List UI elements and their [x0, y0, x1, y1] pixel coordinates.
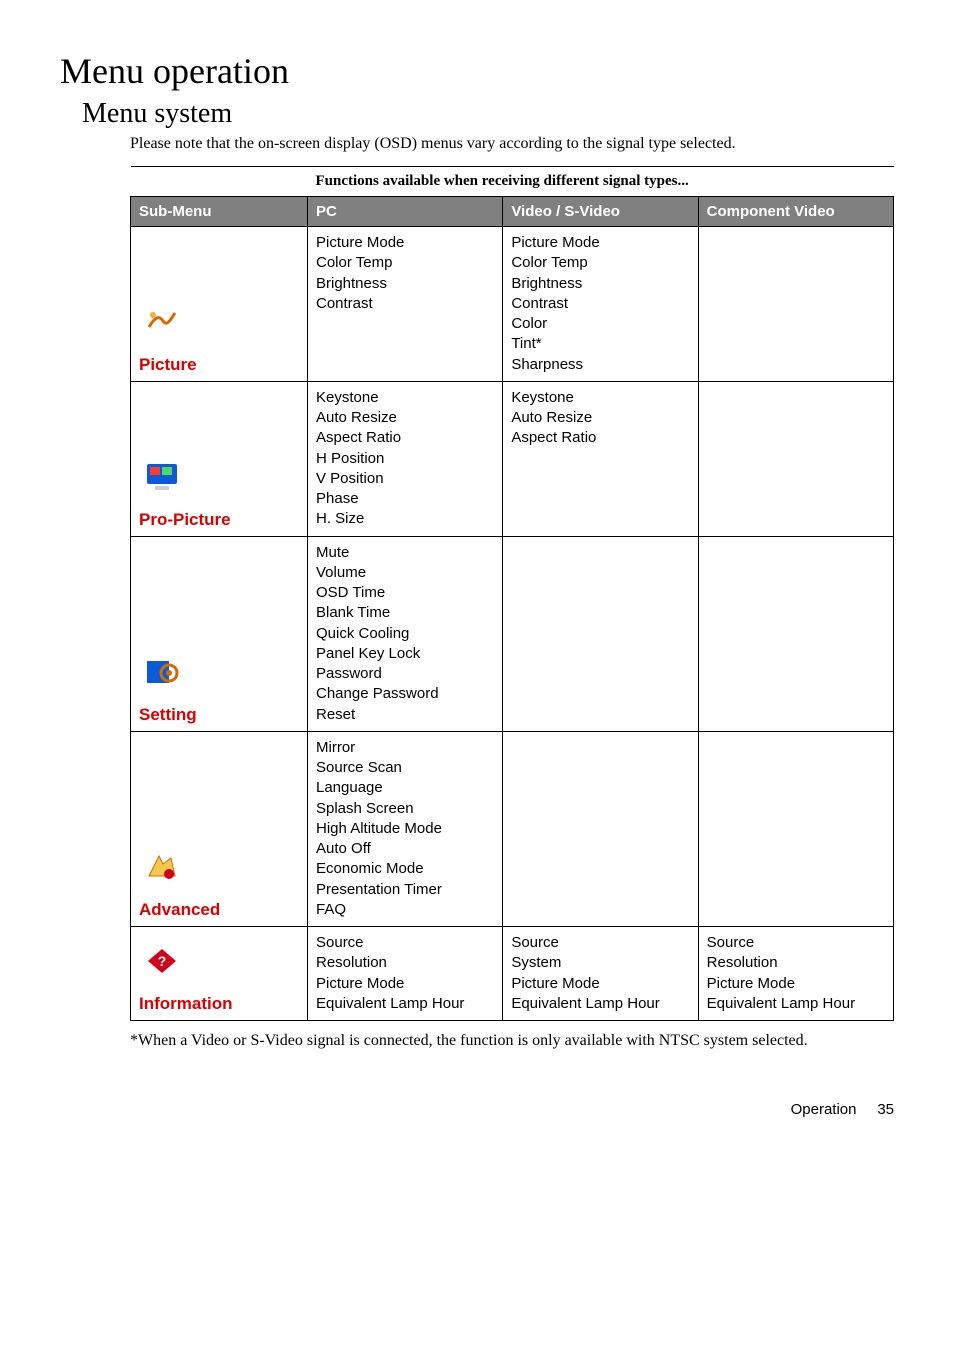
cell-text: Mute Volume OSD Time Blank Time Quick Co…	[316, 543, 494, 725]
picture-icon	[145, 307, 299, 341]
row-label-information: Information	[139, 994, 233, 1013]
table-row: Picture Picture Mode Color Temp Brightne…	[131, 227, 894, 382]
setting-icon	[145, 657, 299, 691]
table-row: Setting Mute Volume OSD Time Blank Time …	[131, 536, 894, 731]
page-footer: Operation 35	[60, 1101, 894, 1118]
footer-page-number: 35	[877, 1101, 894, 1118]
cell-text: Picture Mode Color Temp Brightness Contr…	[511, 233, 689, 375]
advanced-icon	[145, 852, 299, 886]
intro-text: Please note that the on-screen display (…	[130, 134, 894, 154]
table-row: Advanced Mirror Source Scan Language Spl…	[131, 731, 894, 926]
header-submenu: Sub-Menu	[131, 197, 308, 227]
footer-section: Operation	[791, 1101, 857, 1118]
functions-header: Functions available when receiving diffe…	[308, 167, 894, 197]
footnote: *When a Video or S-Video signal is conne…	[130, 1031, 894, 1051]
cell-text: Source Resolution Picture Mode Equivalen…	[707, 933, 885, 1014]
menu-table: Functions available when receiving diffe…	[130, 166, 894, 1021]
pro-picture-icon	[145, 462, 299, 496]
cell-text: Source System Picture Mode Equivalent La…	[511, 933, 689, 1014]
cell-text: Keystone Auto Resize Aspect Ratio	[511, 388, 689, 449]
row-label-advanced: Advanced	[139, 900, 220, 919]
row-label-picture: Picture	[139, 355, 197, 374]
header-pc: PC	[308, 197, 503, 227]
svg-text:?: ?	[158, 953, 167, 969]
page-title: Menu operation	[60, 50, 894, 92]
blank-header-cell	[131, 167, 308, 197]
row-label-pro-picture: Pro-Picture	[139, 510, 231, 529]
cell-text: Mirror Source Scan Language Splash Scree…	[316, 738, 494, 920]
cell-text: Picture Mode Color Temp Brightness Contr…	[316, 233, 494, 314]
cell-text: Keystone Auto Resize Aspect Ratio H Posi…	[316, 388, 494, 530]
header-video: Video / S-Video	[503, 197, 698, 227]
table-row: ? Information Source Resolution Picture …	[131, 927, 894, 1021]
table-row: Pro-Picture Keystone Auto Resize Aspect …	[131, 381, 894, 536]
section-title: Menu system	[82, 98, 894, 130]
header-component: Component Video	[698, 197, 893, 227]
row-label-setting: Setting	[139, 705, 197, 724]
information-icon: ?	[145, 946, 299, 980]
cell-text: Source Resolution Picture Mode Equivalen…	[316, 933, 494, 1014]
